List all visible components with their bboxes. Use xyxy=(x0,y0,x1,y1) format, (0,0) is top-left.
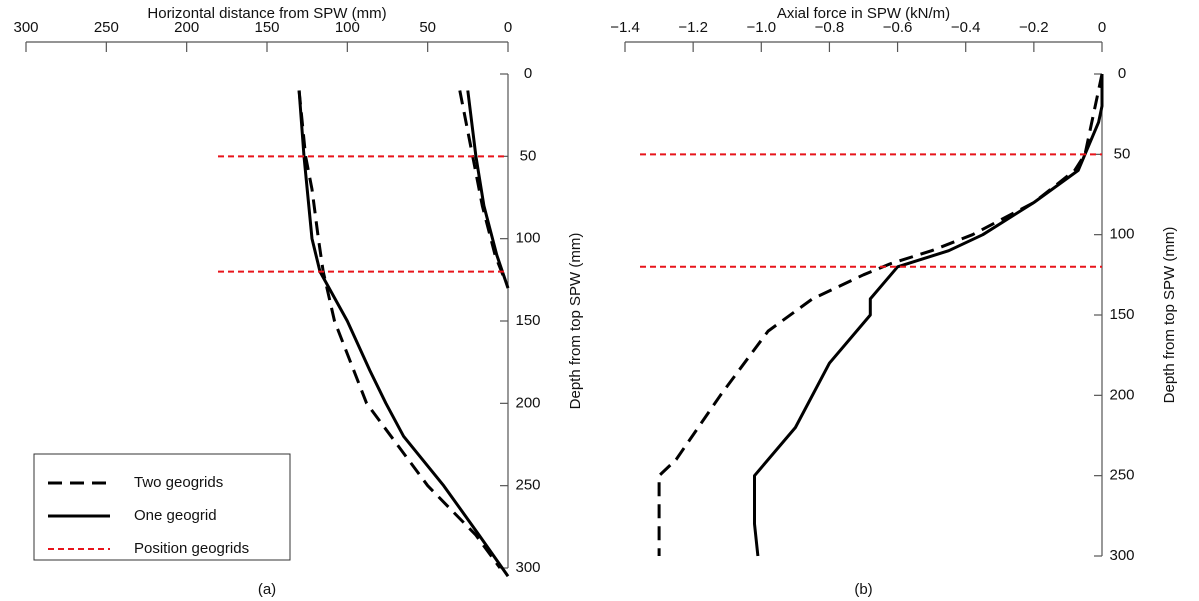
y-tick-label: 0 xyxy=(1118,65,1126,82)
x-tick-label: −0.6 xyxy=(883,19,913,36)
legend-box xyxy=(33,453,291,561)
y-tick-label: 250 xyxy=(515,477,540,494)
x-tick-label: −0.4 xyxy=(951,19,981,36)
series-line xyxy=(753,74,1104,557)
y-tick-label: 250 xyxy=(1109,467,1134,484)
y-tick-label: 50 xyxy=(1114,145,1131,162)
x-tick-label: −1.2 xyxy=(678,19,708,36)
y-tick-label: 150 xyxy=(515,312,540,329)
x-tick-label: 0 xyxy=(504,19,512,36)
y-tick-label: 150 xyxy=(1109,306,1134,323)
series-line xyxy=(297,90,510,578)
legend: Two geogrids One geogrid Position geogrids xyxy=(33,453,291,561)
panel-caption: (a) xyxy=(258,581,276,598)
y-tick-label: 100 xyxy=(1109,226,1134,243)
x-tick-label: 250 xyxy=(94,19,119,36)
x-tick-label: −0.8 xyxy=(815,19,845,36)
panel-caption: (b) xyxy=(854,581,872,598)
x-tick-label: −1.4 xyxy=(610,19,640,36)
x-axis-title: Horizontal distance from SPW (mm) xyxy=(147,5,386,22)
y-tick-label: 50 xyxy=(520,147,537,164)
y-tick-label: 300 xyxy=(515,559,540,576)
x-axis-title: Axial force in SPW (kN/m) xyxy=(777,5,950,22)
y-tick-label: 200 xyxy=(515,394,540,411)
x-tick-label: 0 xyxy=(1098,19,1106,36)
y-axis-title: Depth from top SPW (mm) xyxy=(1161,227,1178,404)
legend-label: Position geogrids xyxy=(134,540,249,557)
legend-label: One geogrid xyxy=(134,507,217,524)
y-axis-title: Depth from top SPW (mm) xyxy=(567,233,584,410)
x-tick-label: 50 xyxy=(419,19,436,36)
x-tick-label: 200 xyxy=(174,19,199,36)
legend-label: Two geogrids xyxy=(134,474,223,491)
x-tick-label: 300 xyxy=(13,19,38,36)
series-line xyxy=(657,73,1104,556)
x-tick-label: 150 xyxy=(254,19,279,36)
x-tick-label: 100 xyxy=(335,19,360,36)
y-tick-label: 0 xyxy=(524,65,532,82)
y-tick-label: 300 xyxy=(1109,547,1134,564)
series-line xyxy=(297,90,507,569)
x-tick-label: −1.0 xyxy=(746,19,776,36)
y-tick-label: 100 xyxy=(515,230,540,247)
x-tick-label: −0.2 xyxy=(1019,19,1049,36)
y-tick-label: 200 xyxy=(1109,386,1134,403)
